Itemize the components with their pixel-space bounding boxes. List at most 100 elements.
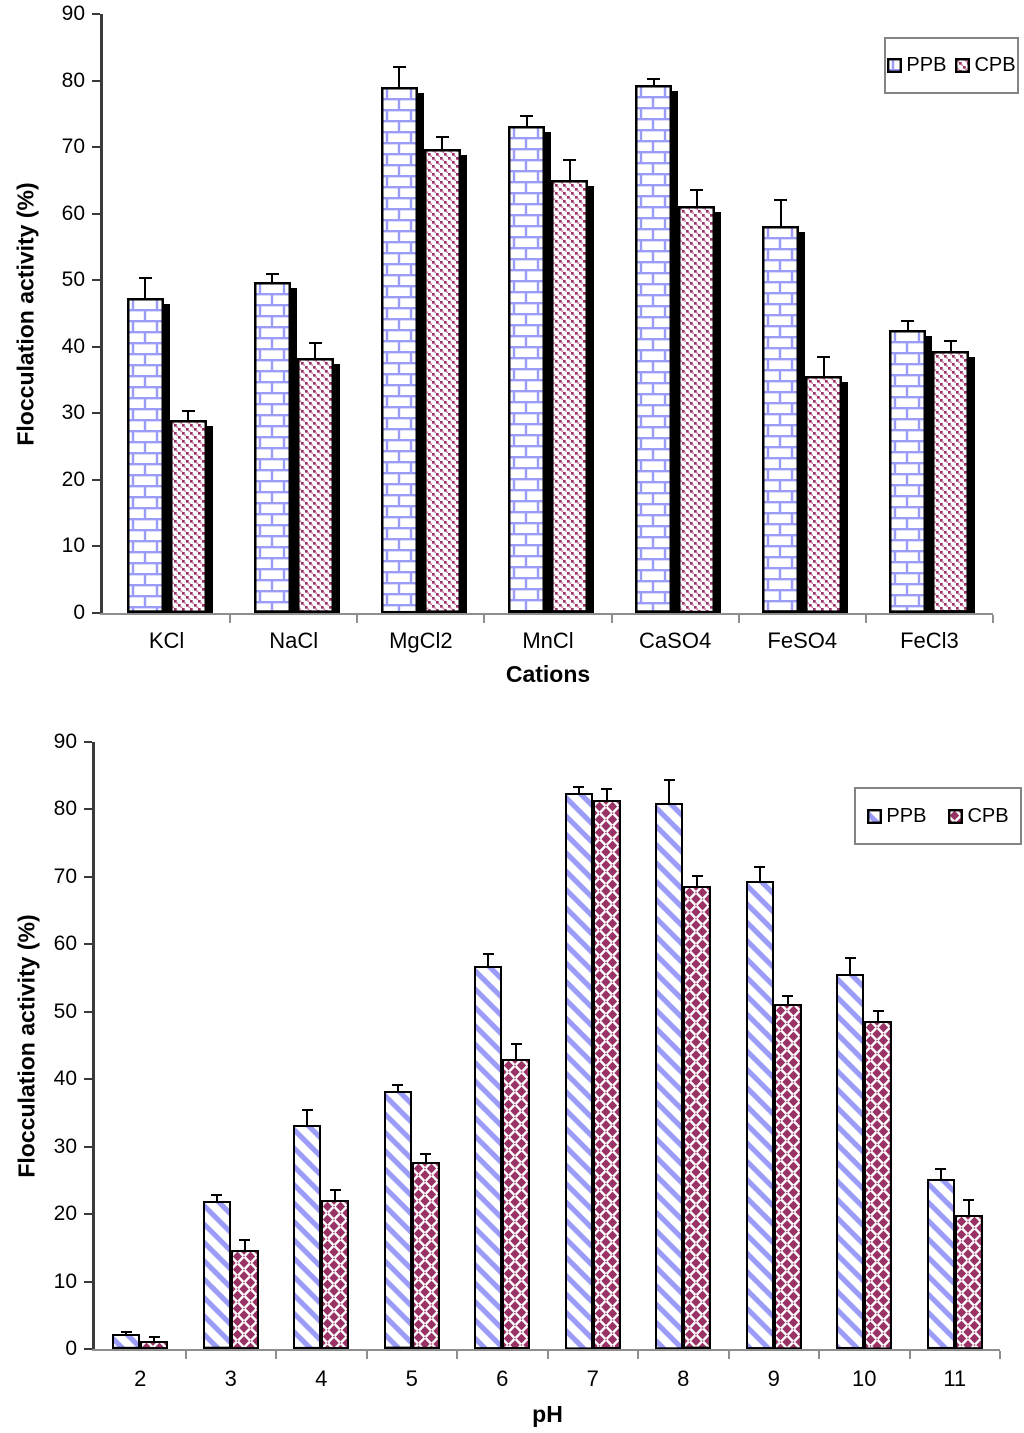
x-category-label-MnCl: MnCl xyxy=(522,628,574,653)
error-bar-PPB-7 xyxy=(577,786,580,793)
error-bar-cap xyxy=(392,1083,404,1086)
error-bar-PPB-2 xyxy=(125,1332,128,1335)
error-bar-PPB-FeCl3 xyxy=(906,321,909,331)
bar-PPB-8 xyxy=(655,802,684,1349)
bar-PPB-MnCl xyxy=(508,126,545,613)
bar-CPB-3 xyxy=(230,1249,259,1349)
bar-shadow xyxy=(460,155,467,613)
legend-label-ppb: PPB xyxy=(906,54,947,76)
bar-CPB-FeCl3 xyxy=(932,351,970,613)
error-bar-cap xyxy=(963,1198,975,1201)
y-tick-label-0: 0 xyxy=(65,1337,77,1360)
x-axis-title: Cations xyxy=(505,661,591,687)
legend: PPB CPB xyxy=(884,37,1019,94)
plot-area xyxy=(103,14,993,613)
bar-PPB-NaCl xyxy=(253,282,291,613)
y-tick-mark xyxy=(84,875,92,878)
x-tick-mark xyxy=(365,1351,368,1359)
error-bar-cap xyxy=(482,953,494,956)
bar-PPB-7 xyxy=(564,792,593,1349)
bar-CPB-NaCl xyxy=(296,358,334,613)
y-tick-mark xyxy=(84,1078,92,1081)
bar-CPB-4 xyxy=(321,1199,350,1349)
y-tick-mark xyxy=(92,478,100,481)
y-tick-label-0: 0 xyxy=(73,601,85,624)
x-tick-mark xyxy=(908,1351,911,1359)
y-tick-mark xyxy=(92,412,100,415)
error-bar-PPB-FeSO4 xyxy=(779,199,782,227)
error-bar-cap xyxy=(647,78,661,81)
y-tick-label-90: 90 xyxy=(61,2,85,25)
x-category-label-CaSO4: CaSO4 xyxy=(639,628,712,653)
x-category-label-MgCl2: MgCl2 xyxy=(389,628,453,653)
x-tick-mark xyxy=(864,615,867,623)
error-bar-cap xyxy=(690,189,704,192)
error-bar-cap xyxy=(944,340,958,343)
x-category-label-8: 8 xyxy=(677,1366,690,1391)
error-bar-cap xyxy=(754,866,766,869)
y-tick-label-60: 60 xyxy=(61,201,85,225)
error-bar-PPB-11 xyxy=(939,1168,942,1180)
y-tick-mark xyxy=(84,1145,92,1148)
error-bar-CPB-MnCl xyxy=(568,160,571,181)
error-bar-PPB-MgCl2 xyxy=(398,66,401,87)
x-tick-mark xyxy=(610,615,613,623)
legend-entry-cpb: CPB xyxy=(948,805,1009,828)
bar-shadow xyxy=(545,132,551,613)
plot-area xyxy=(95,742,1000,1349)
bar-PPB-5 xyxy=(383,1091,412,1349)
bar-PPB-FeSO4 xyxy=(762,226,800,613)
error-bar-cap xyxy=(774,198,788,201)
ph-bar-chart: Flocculation activity (%) pH PPB CPB 0 10… xyxy=(0,720,1024,1433)
bar-shadow xyxy=(842,382,849,613)
y-tick-mark xyxy=(92,79,100,82)
error-bar-CPB-KCl xyxy=(187,410,190,420)
error-bar-cap xyxy=(935,1167,947,1170)
error-bar-cap xyxy=(844,956,856,959)
error-bar-PPB-3 xyxy=(215,1194,218,1202)
bar-CPB-5 xyxy=(411,1162,440,1349)
x-axis-line xyxy=(92,1349,1000,1351)
bar-PPB-4 xyxy=(293,1125,322,1349)
x-tick-mark xyxy=(184,1351,187,1359)
y-tick-label-70: 70 xyxy=(53,864,77,888)
y-tick-mark xyxy=(84,741,92,743)
x-category-label-5: 5 xyxy=(405,1366,418,1391)
error-bar-cap xyxy=(120,1331,132,1334)
x-tick-mark xyxy=(356,615,359,623)
legend-entry-ppb: PPB xyxy=(887,54,946,77)
error-bar-cap xyxy=(265,272,279,275)
y-tick-mark xyxy=(92,345,100,348)
bar-shadow xyxy=(588,186,594,613)
bar-shadow xyxy=(163,304,170,613)
error-bar-CPB-10 xyxy=(877,1011,880,1021)
legend: PPB CPB xyxy=(854,787,1022,845)
error-bar-CPB-FeCl3 xyxy=(949,341,952,352)
bar-CPB-MnCl xyxy=(551,180,588,613)
y-tick-mark xyxy=(84,1280,92,1283)
x-tick-mark xyxy=(992,615,994,623)
x-tick-mark xyxy=(483,615,486,623)
y-tick-mark xyxy=(92,545,100,548)
y-tick-label-80: 80 xyxy=(53,797,77,821)
error-bar-cap xyxy=(239,1239,251,1242)
y-axis-line xyxy=(92,742,95,1351)
x-category-label-FeCl3: FeCl3 xyxy=(900,628,959,653)
error-bar-CPB-CaSO4 xyxy=(695,190,698,206)
error-bar-cap xyxy=(420,1153,432,1156)
bar-PPB-10 xyxy=(836,974,865,1349)
x-tick-mark xyxy=(737,615,740,623)
x-category-label-FeSO4: FeSO4 xyxy=(767,628,838,653)
ppb-brick-swatch-icon xyxy=(887,58,903,73)
y-tick-label-40: 40 xyxy=(61,334,85,358)
y-tick-label-80: 80 xyxy=(61,68,85,92)
x-category-label-9: 9 xyxy=(767,1366,780,1391)
y-tick-mark xyxy=(92,146,100,149)
bar-CPB-9 xyxy=(773,1003,802,1349)
y-tick-label-40: 40 xyxy=(53,1067,77,1091)
legend-label-cpb: CPB xyxy=(974,54,1016,76)
error-bar-CPB-11 xyxy=(967,1199,970,1215)
x-category-label-3: 3 xyxy=(224,1366,237,1391)
bar-shadow xyxy=(672,91,679,613)
